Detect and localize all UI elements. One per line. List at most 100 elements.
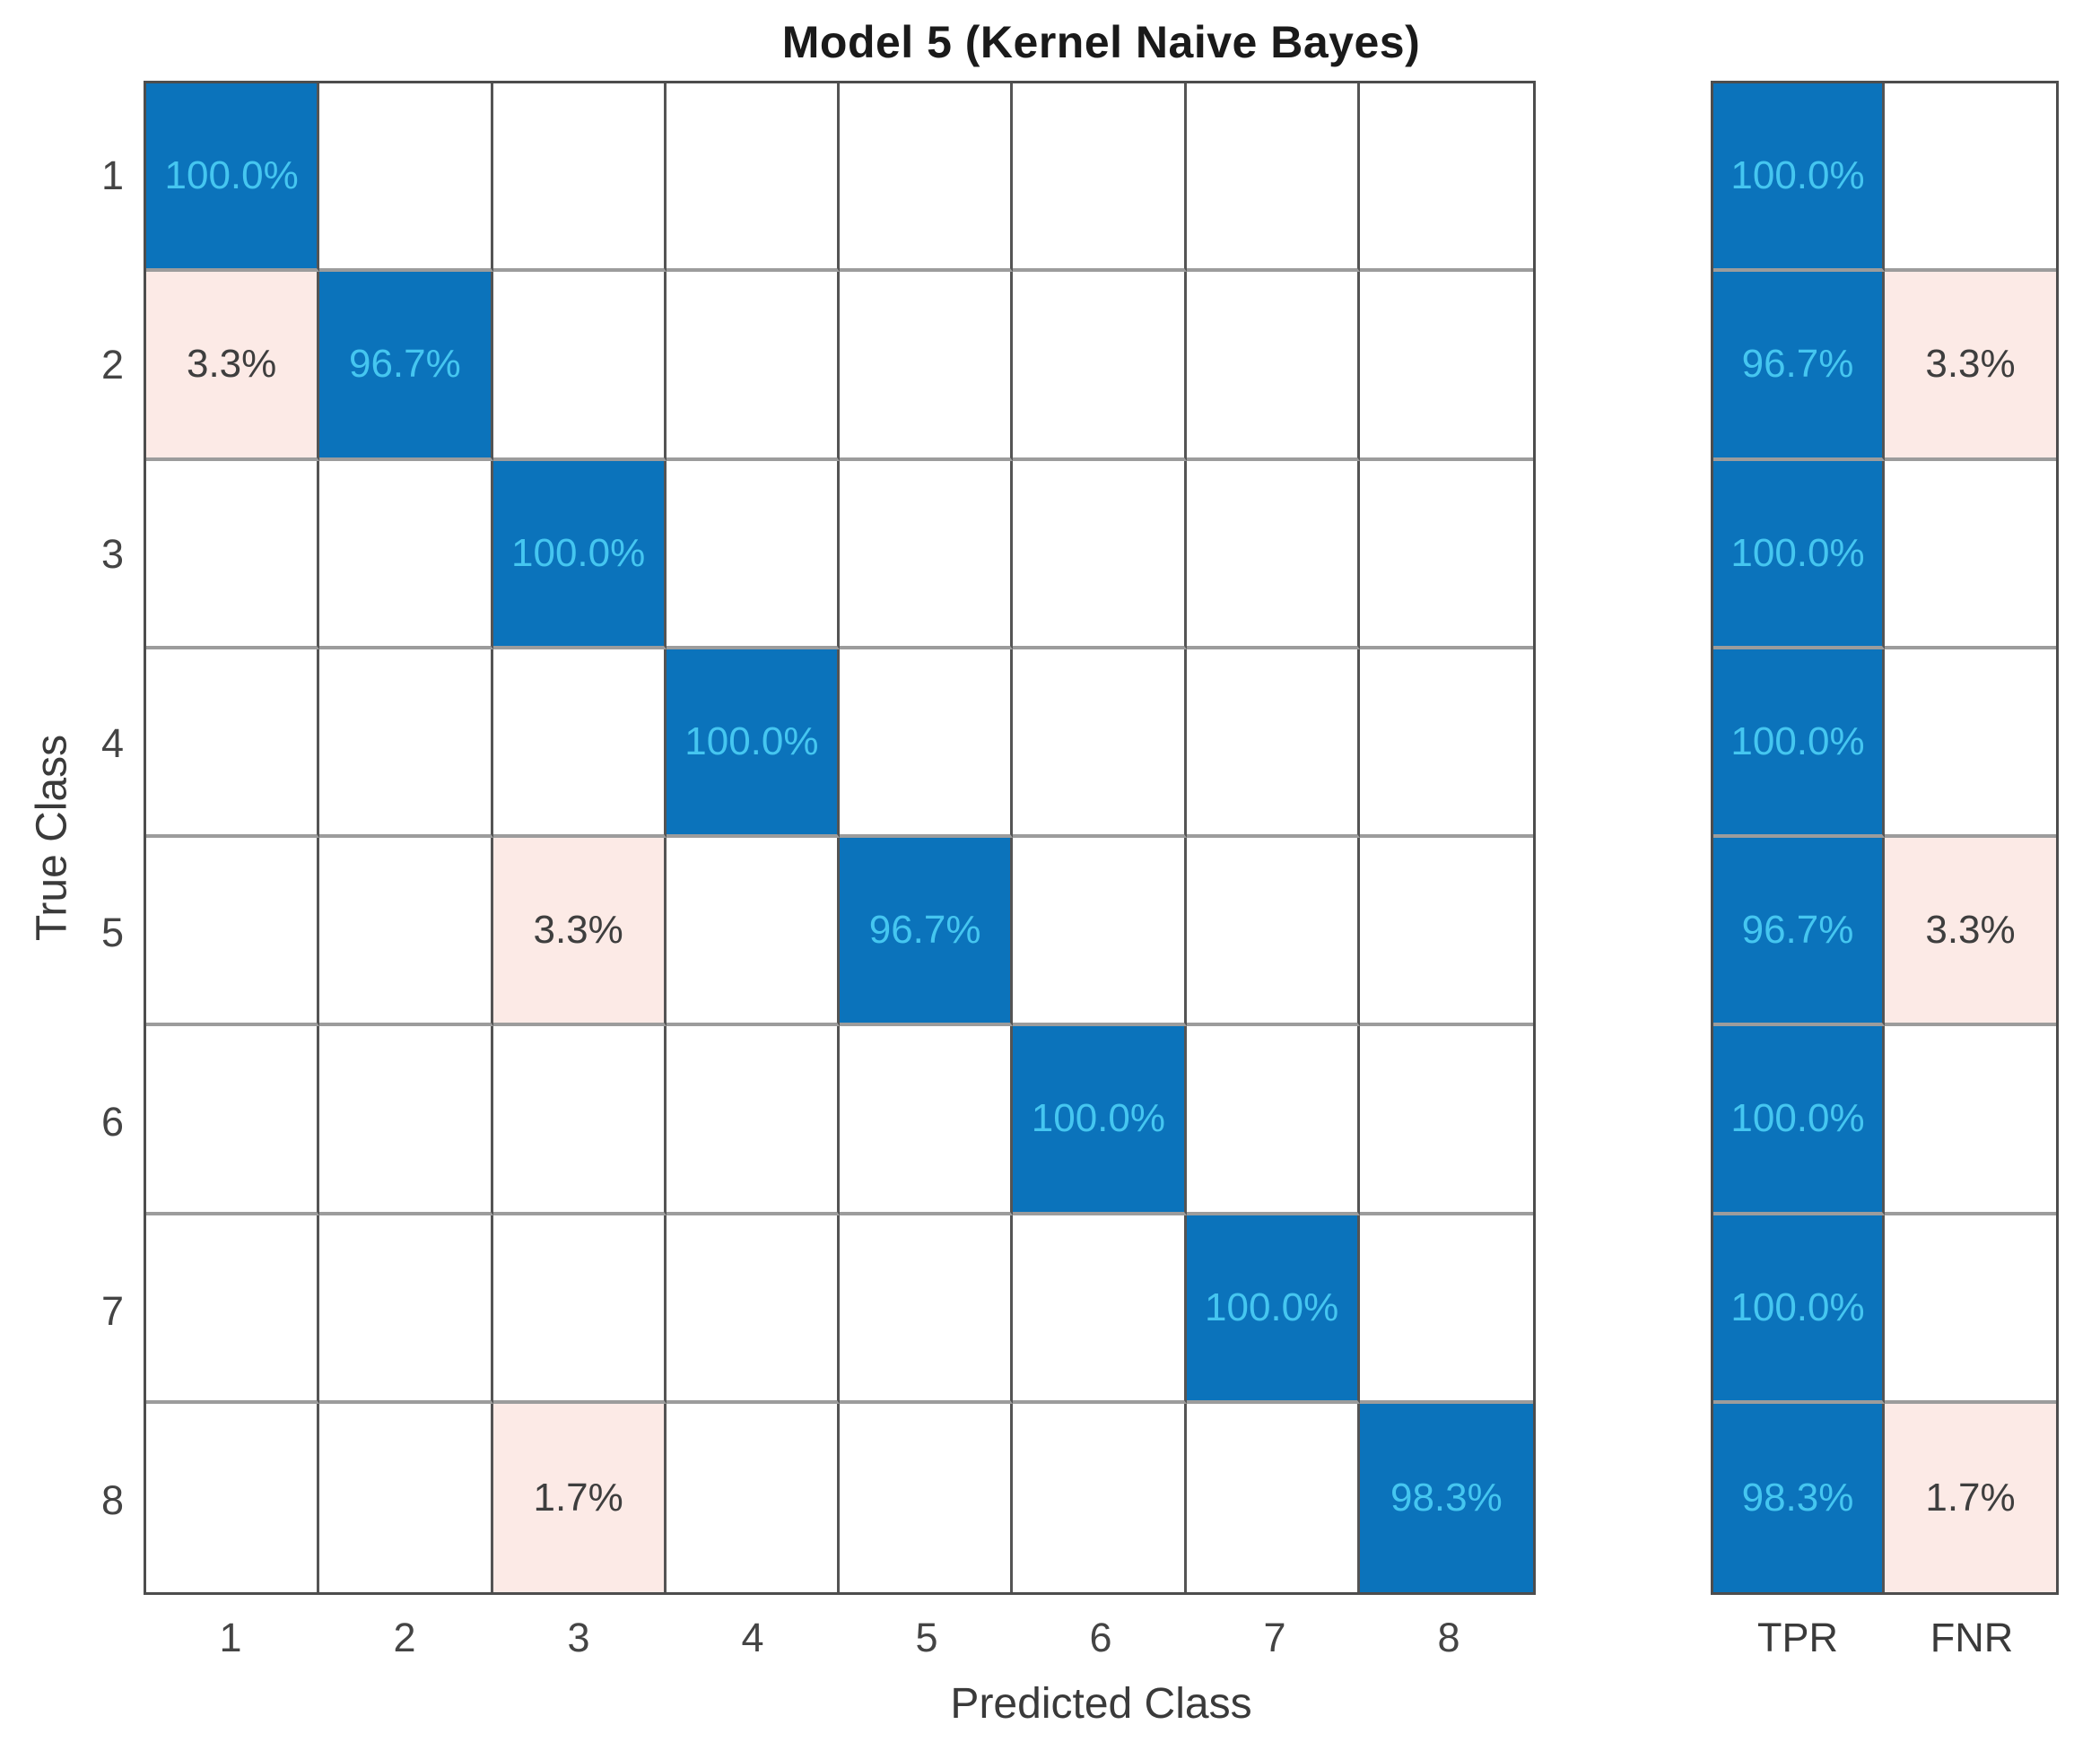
matrix-cell xyxy=(1013,838,1187,1027)
matrix-cell xyxy=(1013,649,1187,838)
matrix-cell: 1.7% xyxy=(492,1403,667,1592)
matrix-cell xyxy=(666,272,840,461)
matrix-cell xyxy=(146,1403,320,1592)
matrix-cell xyxy=(146,838,320,1027)
matrix-cell xyxy=(1359,838,1533,1027)
matrix-cell xyxy=(146,1026,320,1215)
ytick-label: 4 xyxy=(100,719,124,766)
matrix-cell xyxy=(1359,272,1533,461)
matrix-cell xyxy=(146,1215,320,1404)
fnr-cell: 3.3% xyxy=(1885,272,2056,461)
matrix-cell xyxy=(1359,460,1533,649)
matrix-cell: 100.0% xyxy=(666,649,840,838)
matrix-cell xyxy=(840,1215,1014,1404)
ytick-label: 2 xyxy=(100,341,124,388)
fnr-cell: 1.7% xyxy=(1885,1403,2056,1592)
matrix-cell xyxy=(492,1026,667,1215)
y-axis-tick-labels: 1 2 3 4 5 6 7 8 xyxy=(0,81,124,1595)
matrix-cell xyxy=(146,649,320,838)
ytick-label: 1 xyxy=(100,152,124,198)
matrix-cell: 96.7% xyxy=(840,838,1014,1027)
ytick-label: 3 xyxy=(100,530,124,577)
matrix-cell xyxy=(1186,838,1360,1027)
matrix-cell xyxy=(319,460,493,649)
fnr-cell xyxy=(1885,460,2056,649)
y-axis-label: True Class xyxy=(28,734,76,942)
xtick-label: 4 xyxy=(741,1615,764,1660)
confusion-matrix-grid: 100.0% 3.3% 96.7% 100.0% 100.0% 3.3% 96.7% 100.… xyxy=(144,81,1536,1595)
matrix-cell xyxy=(1186,83,1360,273)
matrix-cell xyxy=(492,1215,667,1404)
fnr-cell xyxy=(1885,1215,2056,1404)
matrix-cell xyxy=(666,1026,840,1215)
ytick-label: 8 xyxy=(100,1476,124,1523)
matrix-cell xyxy=(319,838,493,1027)
matrix-cell xyxy=(1186,272,1360,461)
fnr-cell xyxy=(1885,649,2056,838)
matrix-cell xyxy=(492,83,667,273)
matrix-cell xyxy=(666,460,840,649)
matrix-cell: 3.3% xyxy=(492,838,667,1027)
matrix-cell xyxy=(840,83,1014,273)
summary-columns-grid: 100.0% 96.7% 3.3% 100.0% 100.0% 96.7% 3.3% 100.… xyxy=(1711,81,2059,1595)
tpr-column-label: TPR xyxy=(1757,1615,1838,1660)
matrix-cell xyxy=(319,649,493,838)
matrix-cell xyxy=(1013,1403,1187,1592)
tpr-cell: 96.7% xyxy=(1713,838,1885,1027)
xtick-label: 2 xyxy=(393,1615,416,1660)
matrix-cell xyxy=(492,272,667,461)
matrix-cell xyxy=(1359,1026,1533,1215)
x-axis-label: Predicted Class xyxy=(950,1680,1252,1728)
matrix-cell xyxy=(1359,83,1533,273)
matrix-cell: 100.0% xyxy=(1186,1215,1360,1404)
matrix-cell xyxy=(1359,1215,1533,1404)
matrix-cell: 3.3% xyxy=(146,272,320,461)
matrix-cell xyxy=(840,460,1014,649)
matrix-cell xyxy=(840,1026,1014,1215)
tpr-cell: 100.0% xyxy=(1713,1026,1885,1215)
matrix-cell: 100.0% xyxy=(492,460,667,649)
matrix-cell: 100.0% xyxy=(146,83,320,273)
ytick-label: 5 xyxy=(100,909,124,955)
matrix-cell xyxy=(1013,460,1187,649)
matrix-cell xyxy=(319,83,493,273)
matrix-cell xyxy=(1186,460,1360,649)
xtick-label: 8 xyxy=(1437,1615,1460,1660)
matrix-cell xyxy=(1013,83,1187,273)
matrix-cell xyxy=(666,838,840,1027)
matrix-cell xyxy=(319,1403,493,1592)
matrix-cell xyxy=(492,649,667,838)
tpr-cell: 100.0% xyxy=(1713,460,1885,649)
tpr-cell: 98.3% xyxy=(1713,1403,1885,1592)
matrix-cell xyxy=(666,1403,840,1592)
xtick-label: 5 xyxy=(915,1615,938,1660)
matrix-cell xyxy=(1186,1403,1360,1592)
tpr-cell: 100.0% xyxy=(1713,83,1885,273)
chart-title: Model 5 (Kernel Naive Bayes) xyxy=(781,17,1421,67)
tpr-cell: 100.0% xyxy=(1713,1215,1885,1404)
matrix-cell: 96.7% xyxy=(319,272,493,461)
matrix-cell: 98.3% xyxy=(1359,1403,1533,1592)
ytick-label: 7 xyxy=(100,1287,124,1334)
xtick-label: 1 xyxy=(219,1615,242,1660)
matrix-cell xyxy=(1013,1215,1187,1404)
tpr-cell: 100.0% xyxy=(1713,649,1885,838)
matrix-cell xyxy=(319,1215,493,1404)
summary-column-labels: TPR FNR xyxy=(1711,1613,2059,1663)
fnr-cell: 3.3% xyxy=(1885,838,2056,1027)
matrix-cell xyxy=(666,83,840,273)
matrix-cell xyxy=(666,1215,840,1404)
fnr-column-label: FNR xyxy=(1930,1615,2014,1660)
matrix-cell xyxy=(1359,649,1533,838)
matrix-cell xyxy=(1013,272,1187,461)
tpr-cell: 96.7% xyxy=(1713,272,1885,461)
x-axis-tick-labels: 1 2 3 4 5 6 7 8 xyxy=(144,1613,1536,1663)
fnr-cell xyxy=(1885,1026,2056,1215)
matrix-cell: 100.0% xyxy=(1013,1026,1187,1215)
matrix-cell xyxy=(1186,649,1360,838)
xtick-label: 7 xyxy=(1263,1615,1286,1660)
matrix-cell xyxy=(319,1026,493,1215)
matrix-cell xyxy=(840,649,1014,838)
fnr-cell xyxy=(1885,83,2056,273)
matrix-cell xyxy=(840,1403,1014,1592)
